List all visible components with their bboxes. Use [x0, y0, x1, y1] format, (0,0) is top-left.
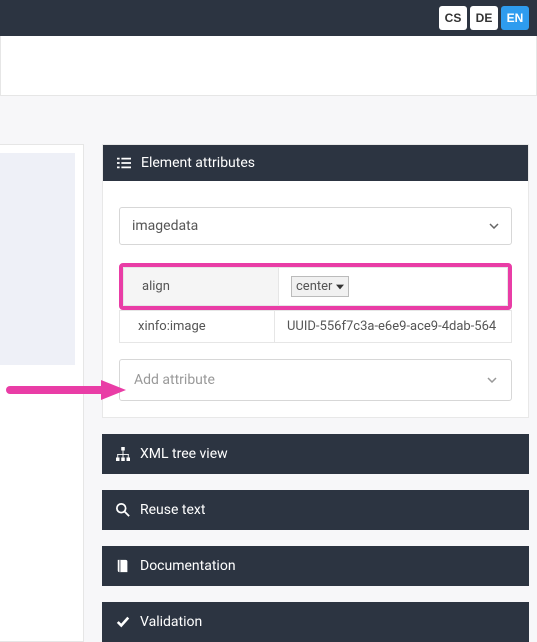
element-select[interactable]: imagedata	[119, 207, 512, 245]
section-documentation[interactable]: Documentation	[102, 546, 529, 586]
attribute-row-align: align center	[123, 267, 508, 306]
section-label: Documentation	[140, 558, 236, 574]
element-select-value: imagedata	[132, 218, 198, 234]
add-attribute-placeholder: Add attribute	[134, 372, 215, 388]
attribute-value: center	[296, 279, 332, 294]
section-validation[interactable]: Validation	[102, 602, 529, 642]
attribute-value: UUID-556f7c3a-e6e9-ace9-4dab-564	[275, 311, 512, 343]
add-attribute-select[interactable]: Add attribute	[119, 359, 512, 401]
search-icon	[116, 503, 130, 517]
sitemap-icon	[116, 447, 130, 461]
attribute-key: xinfo:image	[120, 311, 275, 343]
lang-button-cs[interactable]: CS	[439, 6, 467, 30]
section-label: Reuse text	[140, 502, 205, 518]
section-label: XML tree view	[140, 446, 228, 462]
chevron-down-icon	[336, 284, 344, 290]
attribute-highlight: align center	[119, 263, 512, 310]
lang-button-en[interactable]: EN	[501, 6, 529, 30]
section-reuse-text[interactable]: Reuse text	[102, 490, 529, 530]
check-icon	[116, 615, 130, 629]
element-attributes-panel: Element attributes imagedata align	[102, 144, 529, 418]
attribute-key: align	[124, 268, 279, 306]
section-label: Validation	[140, 614, 202, 630]
chevron-down-icon	[487, 377, 497, 383]
attribute-value-select[interactable]: center	[291, 276, 349, 297]
list-icon	[117, 156, 131, 170]
top-bar: CS DE EN	[0, 0, 537, 36]
left-panel-fragment	[0, 144, 84, 642]
panel-header-attributes[interactable]: Element attributes	[103, 145, 528, 181]
chevron-down-icon	[489, 223, 499, 229]
panel-title: Element attributes	[141, 155, 255, 171]
lang-button-de[interactable]: DE	[470, 6, 498, 30]
toolbar-region	[0, 36, 537, 96]
section-xml-tree[interactable]: XML tree view	[102, 434, 529, 474]
preview-thumbnail	[0, 153, 75, 365]
attribute-row-xinfo: xinfo:image UUID-556f7c3a-e6e9-ace9-4dab…	[119, 310, 512, 343]
book-icon	[116, 559, 130, 573]
